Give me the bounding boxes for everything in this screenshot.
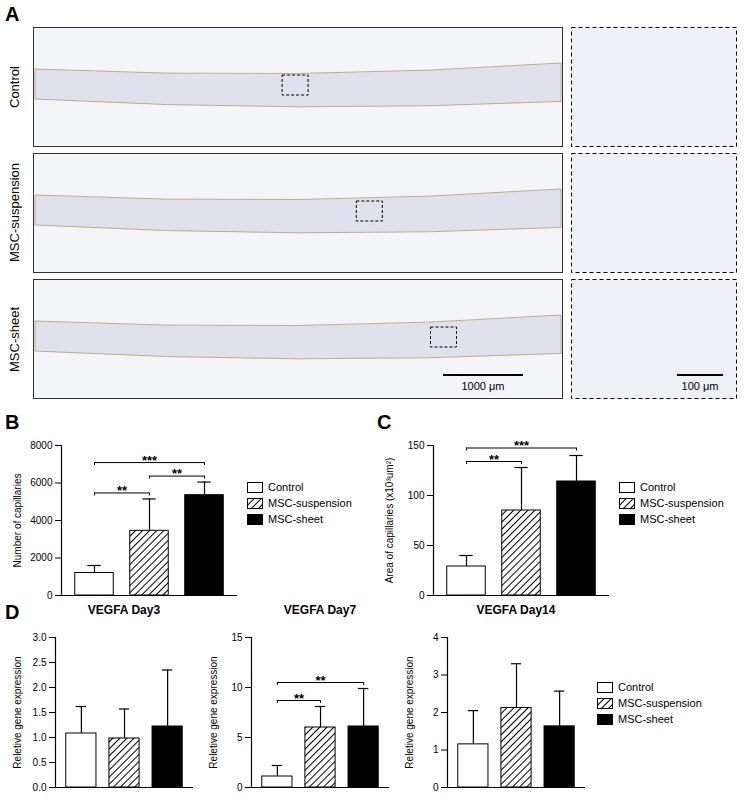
svg-text:***: ***: [142, 453, 158, 468]
svg-text:2000: 2000: [30, 552, 53, 563]
svg-text:**: **: [315, 673, 326, 688]
svg-text:15: 15: [231, 632, 243, 643]
html-text:MSC-suspension: MSC-suspension: [268, 497, 352, 509]
svg-text:Area of capillaries (x10³um²): Area of capillaries (x10³um²): [384, 458, 395, 584]
svg-text:50: 50: [413, 540, 425, 551]
svg-text:***: ***: [514, 438, 530, 453]
html-text:D: D: [5, 601, 20, 623]
html-text:B: B: [5, 411, 20, 433]
svg-text:8000: 8000: [30, 440, 53, 451]
html-text:MSC-sheet: MSC-sheet: [618, 713, 673, 725]
html-text:Control: Control: [7, 66, 22, 108]
html-text:VEGFA Day14: VEGFA Day14: [476, 603, 556, 617]
html-text:A: A: [5, 3, 20, 25]
svg-text:4000: 4000: [30, 515, 53, 526]
svg-text:0: 0: [237, 782, 243, 793]
svg-text:Reletive gene expression: Reletive gene expression: [404, 656, 415, 768]
svg-text:**: **: [294, 691, 305, 706]
svg-text:1000 μm: 1000 μm: [461, 380, 504, 392]
svg-text:Reletive gene expression: Reletive gene expression: [12, 656, 23, 768]
html-text:MSC-sheet: MSC-sheet: [640, 513, 695, 525]
svg-text:1: 1: [433, 744, 439, 755]
svg-text:3: 3: [433, 669, 439, 680]
svg-text:2.5: 2.5: [33, 657, 47, 668]
svg-text:2: 2: [433, 707, 439, 718]
svg-text:100 μm: 100 μm: [682, 380, 719, 392]
html-text:Control: Control: [618, 681, 654, 693]
svg-text:1.5: 1.5: [33, 707, 47, 718]
svg-text:5: 5: [237, 732, 243, 743]
html-text:Control: Control: [268, 481, 304, 493]
html-text:C: C: [377, 411, 392, 433]
html-text:MSC-sheet: MSC-sheet: [7, 306, 22, 372]
svg-text:0.5: 0.5: [33, 757, 47, 768]
svg-text:0.0: 0.0: [33, 782, 47, 793]
html-text:Control: Control: [640, 481, 676, 493]
html-text:MSC-suspension: MSC-suspension: [7, 163, 22, 263]
html-text:VEGFA Day7: VEGFA Day7: [283, 603, 357, 617]
html-text:MSC-suspension: MSC-suspension: [618, 697, 702, 709]
svg-text:6000: 6000: [30, 477, 53, 488]
svg-text:3.0: 3.0: [33, 632, 47, 643]
html-text:VEGFA Day3: VEGFA Day3: [87, 603, 161, 617]
svg-text:0: 0: [433, 782, 439, 793]
svg-text:0: 0: [419, 590, 425, 601]
svg-text:2.0: 2.0: [33, 682, 47, 693]
html-text:MSC-sheet: MSC-sheet: [268, 513, 323, 525]
svg-text:Reletive gene expression: Reletive gene expression: [208, 656, 219, 768]
svg-text:**: **: [172, 466, 183, 481]
svg-text:4: 4: [433, 632, 439, 643]
svg-text:100: 100: [408, 490, 425, 501]
svg-text:10: 10: [231, 682, 243, 693]
svg-text:**: **: [117, 483, 128, 498]
html-text:MSC-suspension: MSC-suspension: [640, 497, 724, 509]
svg-text:150: 150: [408, 440, 425, 451]
svg-text:Number of capillaries: Number of capillaries: [12, 474, 23, 568]
svg-text:1.0: 1.0: [33, 732, 47, 743]
svg-text:**: **: [489, 452, 500, 467]
svg-text:0: 0: [47, 590, 53, 601]
